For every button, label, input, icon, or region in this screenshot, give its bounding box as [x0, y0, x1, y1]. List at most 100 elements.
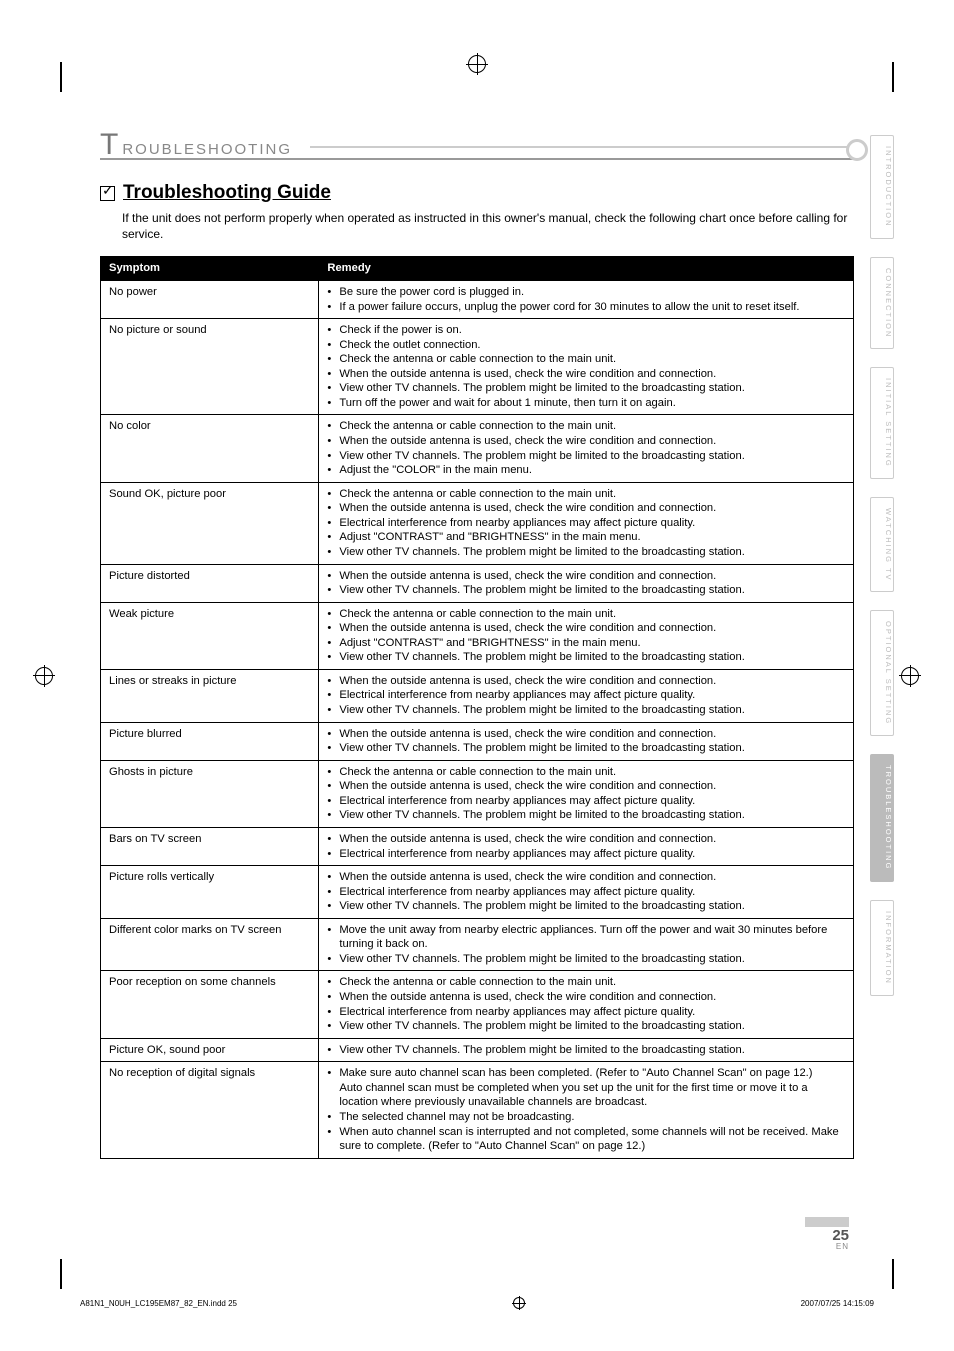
troubleshooting-table: Symptom Remedy No powerBe sure the power… [100, 256, 854, 1158]
side-tab: TROUBLESHOOTING [870, 754, 894, 881]
symptom-cell: Weak picture [101, 602, 319, 669]
crop-mark [892, 1259, 894, 1289]
remedy-cell: Check the antenna or cable connection to… [319, 971, 854, 1038]
remedy-item: When auto channel scan is interrupted an… [337, 1125, 845, 1154]
table-row: No reception of digital signalsMake sure… [101, 1062, 854, 1158]
print-footer-left: A81N1_N0UH_LC195EM87_82_EN.indd 25 [80, 1299, 237, 1308]
remedy-item: Move the unit away from nearby electric … [337, 923, 845, 952]
remedy-item: View other TV channels. The problem migh… [337, 449, 845, 464]
remedy-item: Check the antenna or cable connection to… [337, 975, 845, 990]
remedy-cell: Check the antenna or cable connection to… [319, 602, 854, 669]
remedy-item: Check the antenna or cable connection to… [337, 487, 845, 502]
side-tab: INTRODUCTION [870, 135, 894, 239]
remedy-cell: Check the antenna or cable connection to… [319, 482, 854, 564]
symptom-cell: No color [101, 415, 319, 482]
side-tab: INFORMATION [870, 900, 894, 996]
remedy-item: Adjust "CONTRAST" and "BRIGHTNESS" in th… [337, 530, 845, 545]
table-row: Lines or streaks in pictureWhen the outs… [101, 669, 854, 722]
page-number-block: 25 EN [805, 1217, 849, 1251]
remedy-item: When the outside antenna is used, check … [337, 990, 845, 1005]
symptom-cell: Picture distorted [101, 564, 319, 602]
remedy-item: Be sure the power cord is plugged in. [337, 285, 845, 300]
remedy-cell: Check if the power is on.Check the outle… [319, 319, 854, 415]
table-row: Ghosts in picture Check the antenna or ca… [101, 760, 854, 827]
remedy-cell: View other TV channels. The problem migh… [319, 1038, 854, 1062]
heading-underline [100, 158, 854, 160]
remedy-item: Turn off the power and wait for about 1 … [337, 396, 845, 411]
remedy-cell: Move the unit away from nearby electric … [319, 918, 854, 971]
remedy-item: Check if the power is on. [337, 323, 845, 338]
remedy-item: When the outside antenna is used, check … [337, 674, 845, 689]
table-row: Picture blurred When the outside antenna … [101, 722, 854, 760]
remedy-item: If a power failure occurs, unplug the po… [337, 300, 845, 315]
section-heading: T ROUBLESHOOTING [100, 130, 854, 160]
symptom-cell: Ghosts in picture [101, 760, 319, 827]
col-header-symptom: Symptom [101, 257, 319, 281]
remedy-item: View other TV channels. The problem migh… [337, 650, 845, 665]
table-row: Weak pictureCheck the antenna or cable c… [101, 602, 854, 669]
symptom-cell: Picture blurred [101, 722, 319, 760]
table-row: Picture rolls vertically When the outside… [101, 866, 854, 919]
remedy-item: The selected channel may not be broadcas… [337, 1110, 845, 1125]
table-row: Poor reception on some channels Check the… [101, 971, 854, 1038]
symptom-cell: Picture rolls vertically [101, 866, 319, 919]
crop-mark [892, 62, 894, 92]
remedy-item: View other TV channels. The problem migh… [337, 1043, 845, 1058]
remedy-item: When the outside antenna is used, check … [337, 832, 845, 847]
table-row: Bars on TV screenWhen the outside antenn… [101, 827, 854, 865]
remedy-item: When the outside antenna is used, check … [337, 569, 845, 584]
table-row: No powerBe sure the power cord is plugge… [101, 280, 854, 318]
print-footer: A81N1_N0UH_LC195EM87_82_EN.indd 25 2007/… [80, 1297, 874, 1309]
side-tab: OPTIONAL SETTING [870, 610, 894, 736]
symptom-cell: Poor reception on some channels [101, 971, 319, 1038]
remedy-item: Electrical interference from nearby appl… [337, 688, 845, 703]
remedy-item: Adjust the "COLOR" in the main menu. [337, 463, 845, 478]
remedy-item: When the outside antenna is used, check … [337, 779, 845, 794]
remedy-cell: Check the antenna or cable connection to… [319, 415, 854, 482]
crop-mark [60, 1259, 62, 1289]
table-row: No picture or soundCheck if the power is… [101, 319, 854, 415]
symptom-cell: No power [101, 280, 319, 318]
remedy-item: View other TV channels. The problem migh… [337, 808, 845, 823]
remedy-cell: When the outside antenna is used, check … [319, 866, 854, 919]
remedy-item: Check the antenna or cable connection to… [337, 765, 845, 780]
remedy-cell: Make sure auto channel scan has been com… [319, 1062, 854, 1158]
remedy-item: Electrical interference from nearby appl… [337, 516, 845, 531]
remedy-item: When the outside antenna is used, check … [337, 367, 845, 382]
registration-mark-top [468, 55, 486, 73]
remedy-item: View other TV channels. The problem migh… [337, 741, 845, 756]
remedy-item: When the outside antenna is used, check … [337, 621, 845, 636]
registration-mark-left [35, 667, 53, 685]
side-tab: WATCHING TV [870, 497, 894, 593]
side-tabs: INTRODUCTIONCONNECTIONINITIAL SETTINGWAT… [870, 135, 892, 996]
checkbox-icon [100, 186, 115, 201]
table-row: Different color marks on TV screenMove t… [101, 918, 854, 971]
remedy-cell: Be sure the power cord is plugged in.If … [319, 280, 854, 318]
remedy-cell: When the outside antenna is used, check … [319, 564, 854, 602]
remedy-item: View other TV channels. The problem migh… [337, 703, 845, 718]
section-heading-rest: ROUBLESHOOTING [122, 141, 292, 158]
remedy-item: Adjust "CONTRAST" and "BRIGHTNESS" in th… [337, 636, 845, 651]
remedy-cell: When the outside antenna is used, check … [319, 669, 854, 722]
col-header-remedy: Remedy [319, 257, 854, 281]
crop-mark [60, 62, 62, 92]
remedy-item: When the outside antenna is used, check … [337, 870, 845, 885]
intro-text: If the unit does not perform properly wh… [100, 210, 854, 242]
remedy-cell: When the outside antenna is used, check … [319, 722, 854, 760]
side-tab: INITIAL SETTING [870, 367, 894, 479]
remedy-item: Check the outlet connection. [337, 338, 845, 353]
symptom-cell: Sound OK, picture poor [101, 482, 319, 564]
symptom-cell: No reception of digital signals [101, 1062, 319, 1158]
remedy-item: Electrical interference from nearby appl… [337, 794, 845, 809]
heading-decoration [310, 146, 854, 148]
table-row: No color Check the antenna or cable conne… [101, 415, 854, 482]
remedy-item: View other TV channels. The problem migh… [337, 899, 845, 914]
remedy-item: View other TV channels. The problem migh… [337, 545, 845, 560]
table-row: Picture OK, sound poorView other TV chan… [101, 1038, 854, 1062]
remedy-item: Electrical interference from nearby appl… [337, 885, 845, 900]
remedy-item: Check the antenna or cable connection to… [337, 352, 845, 367]
remedy-item: When the outside antenna is used, check … [337, 727, 845, 742]
remedy-item: Check the antenna or cable connection to… [337, 419, 845, 434]
print-footer-right: 2007/07/25 14:15:09 [801, 1299, 874, 1308]
registration-mark-bottom-icon [513, 1297, 525, 1309]
